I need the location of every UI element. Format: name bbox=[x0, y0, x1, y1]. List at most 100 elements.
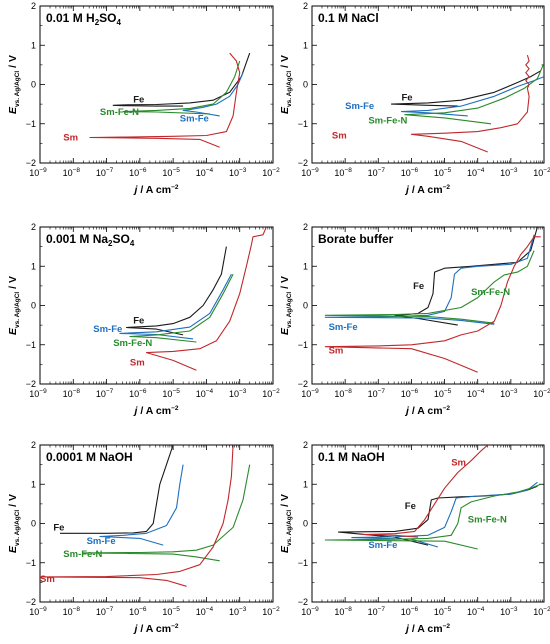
series-line-sm-fe bbox=[324, 234, 535, 325]
x-tick-label: 10−2 bbox=[262, 606, 280, 617]
x-tick-label: 10−5 bbox=[434, 167, 452, 178]
y-tick-label: 2 bbox=[31, 1, 36, 11]
series-label-fe: Fe bbox=[413, 281, 424, 292]
x-tick-label: 10−6 bbox=[401, 606, 419, 617]
y-tick-label: −2 bbox=[26, 379, 36, 389]
series-label-sm: Sm bbox=[40, 574, 55, 585]
plot-frame bbox=[311, 226, 545, 385]
panel-6: 10−9 10−8 10−7 10−6 10−5 10−4 10−3 10−2 −2 −1 0 1 2 F… bbox=[279, 440, 550, 635]
series-label-fe: Fe bbox=[53, 522, 64, 533]
x-tick-label: 10−6 bbox=[401, 167, 419, 178]
x-tick-label: 10−3 bbox=[500, 606, 518, 617]
x-axis-title: j / A cm−2 bbox=[404, 405, 450, 417]
x-tick-label: 10−3 bbox=[229, 606, 247, 617]
series-label-fe: Fe bbox=[133, 315, 144, 326]
series-line-sm-fe-n bbox=[324, 250, 535, 324]
series-line-sm bbox=[89, 52, 241, 148]
x-tick-label: 10−2 bbox=[533, 167, 550, 178]
x-tick-label: 10−5 bbox=[162, 167, 180, 178]
panel-4: 10−9 10−8 10−7 10−6 10−5 10−4 10−3 10−2 −2 −1 0 1 2 F… bbox=[279, 222, 550, 417]
panel-3: 10−9 10−8 10−7 10−6 10−5 10−4 10−3 10−2 −2 −1 0 1 2 F… bbox=[7, 222, 280, 417]
panel-title: 0.001 M Na2SO4 bbox=[46, 232, 135, 248]
x-tick-label: 10−8 bbox=[334, 388, 352, 399]
x-tick-label: 10−8 bbox=[334, 606, 352, 617]
curves bbox=[390, 54, 544, 153]
panel-title: 0.01 M H2SO4 bbox=[46, 11, 121, 27]
series-label-sm-fe: Sm-Fe bbox=[368, 540, 397, 551]
y-tick-label: −2 bbox=[298, 597, 308, 607]
x-tick-label: 10−2 bbox=[262, 167, 280, 178]
x-tick-label: 10−5 bbox=[162, 388, 180, 399]
x-tick-label: 10−6 bbox=[129, 606, 147, 617]
series-line-sm-fe-n bbox=[404, 62, 544, 125]
y-tick-label: 0 bbox=[303, 80, 308, 90]
y-axis-title: Evs. Ag/AgCl / V bbox=[279, 55, 293, 114]
series-label-fe: Fe bbox=[133, 94, 144, 105]
x-tick-label: 10−2 bbox=[533, 388, 550, 399]
y-axis-title: Evs. Ag/AgCl / V bbox=[7, 55, 21, 114]
x-tick-label: 10−7 bbox=[368, 388, 386, 399]
series-label-sm: Sm bbox=[63, 132, 78, 143]
series-line-fe bbox=[337, 485, 538, 546]
x-tick-label: 10−6 bbox=[129, 388, 147, 399]
series-line-fe bbox=[390, 70, 541, 107]
series-line-sm-fe bbox=[182, 72, 244, 117]
y-tick-label: 2 bbox=[303, 222, 308, 232]
x-axis-title: j / A cm−2 bbox=[133, 623, 179, 635]
y-tick-label: −1 bbox=[298, 558, 308, 568]
panel-5: 10−9 10−8 10−7 10−6 10−5 10−4 10−3 10−2 −2 −1 0 1 2 F… bbox=[7, 440, 280, 635]
y-tick-label: 2 bbox=[303, 1, 308, 11]
series-line-sm-fe-n bbox=[129, 273, 234, 343]
x-tick-label: 10−7 bbox=[368, 167, 386, 178]
series-label-sm: Sm bbox=[332, 131, 347, 142]
series-label-sm-fe: Sm-Fe bbox=[93, 324, 122, 335]
y-tick-label: 2 bbox=[31, 222, 36, 232]
panel-1: 10−9 10−8 10−7 10−6 10−5 10−4 10−3 10−2 −2 −1 0 1 2 F… bbox=[7, 1, 280, 196]
y-tick-label: 1 bbox=[31, 479, 36, 489]
x-tick-label: 10−5 bbox=[434, 388, 452, 399]
x-tick-label: 10−2 bbox=[262, 388, 280, 399]
y-tick-label: 1 bbox=[31, 40, 36, 50]
series-label-sm: Sm bbox=[329, 346, 344, 357]
x-tick-label: 10−8 bbox=[63, 167, 81, 178]
x-tick-label: 10−7 bbox=[368, 606, 386, 617]
x-tick-label: 10−2 bbox=[533, 606, 550, 617]
series-label-sm-fe: Sm-Fe bbox=[180, 113, 209, 124]
x-tick-label: 10−9 bbox=[301, 388, 319, 399]
x-axis-title: j / A cm−2 bbox=[133, 405, 179, 417]
series-line-fe bbox=[112, 52, 251, 107]
y-tick-label: −2 bbox=[26, 158, 36, 168]
y-tick-label: 1 bbox=[31, 261, 36, 271]
y-tick-label: −2 bbox=[298, 379, 308, 389]
x-tick-label: 10−9 bbox=[29, 606, 47, 617]
x-tick-label: 10−4 bbox=[196, 388, 214, 399]
y-tick-label: −1 bbox=[26, 119, 36, 129]
series-label-sm-fe-n: Sm-Fe-N bbox=[63, 549, 102, 560]
y-tick-label: −1 bbox=[298, 340, 308, 350]
series-label-sm-fe-n: Sm-Fe-N bbox=[471, 287, 510, 298]
plot-frame bbox=[39, 226, 274, 385]
panel-title: Borate buffer bbox=[318, 232, 394, 246]
series-line-sm bbox=[324, 236, 541, 373]
curves bbox=[89, 52, 251, 148]
y-tick-label: −1 bbox=[26, 558, 36, 568]
y-tick-label: 1 bbox=[303, 261, 308, 271]
series-line-sm bbox=[145, 227, 267, 371]
series-line-sm bbox=[361, 445, 489, 538]
y-axis-title: Evs. Ag/AgCl / V bbox=[7, 494, 21, 553]
series-line-sm-fe bbox=[99, 464, 184, 546]
x-tick-label: 10−8 bbox=[334, 167, 352, 178]
x-tick-label: 10−4 bbox=[196, 167, 214, 178]
series-label-sm: Sm bbox=[130, 357, 145, 368]
x-tick-label: 10−9 bbox=[301, 606, 319, 617]
series-line-sm-fe bbox=[119, 273, 232, 340]
curves bbox=[324, 227, 541, 373]
series-label-sm-fe-n: Sm-Fe-N bbox=[100, 107, 139, 118]
y-tick-label: 0 bbox=[31, 519, 36, 529]
series-label-sm-fe-n: Sm-Fe-N bbox=[368, 116, 407, 127]
x-tick-label: 10−3 bbox=[229, 167, 247, 178]
series-line-sm-fe bbox=[400, 76, 544, 117]
x-tick-label: 10−5 bbox=[434, 606, 452, 617]
y-axis-title: Evs. Ag/AgCl / V bbox=[7, 276, 21, 335]
